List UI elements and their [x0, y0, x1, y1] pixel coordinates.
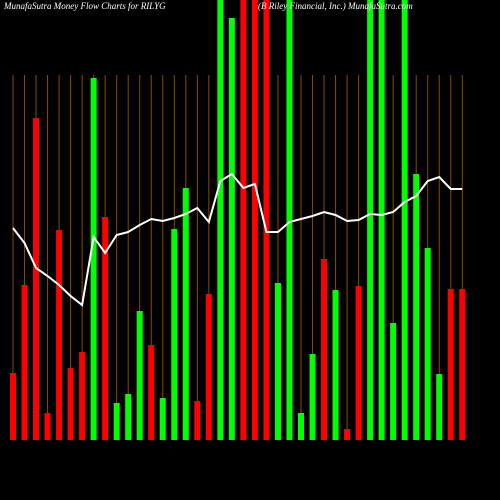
bar [148, 345, 155, 440]
bar [240, 0, 247, 440]
bar [286, 0, 293, 440]
bar [217, 0, 224, 440]
bar [10, 373, 16, 440]
bar [67, 368, 74, 440]
bar [309, 354, 316, 440]
bar [251, 0, 258, 440]
bar [21, 285, 28, 440]
chart-title: MunafaSutra Money Flow Charts for RILYG [3, 1, 166, 11]
bar [344, 429, 351, 440]
bar [171, 229, 178, 440]
bar [56, 230, 63, 440]
bar [194, 401, 201, 440]
bar [321, 259, 328, 440]
bar [136, 311, 143, 440]
bar [390, 323, 397, 440]
bar [378, 0, 385, 440]
bar [79, 352, 86, 440]
bar [159, 398, 166, 440]
bar [182, 188, 189, 440]
bar [367, 0, 374, 440]
bar [459, 289, 466, 440]
bar [90, 78, 97, 440]
chart-subtitle: (B Riley Financial, Inc.) MunafaSutra.co… [258, 1, 413, 11]
bar [274, 283, 281, 440]
bar [355, 286, 362, 440]
bar [436, 374, 443, 440]
bar [332, 290, 339, 440]
bar [447, 289, 454, 440]
bar [228, 18, 235, 440]
bar [298, 413, 304, 440]
bar [205, 294, 212, 440]
bar [33, 118, 40, 440]
bar [413, 174, 420, 440]
bar [401, 0, 408, 440]
bar [102, 217, 109, 440]
bar [113, 403, 120, 440]
bar [44, 413, 51, 440]
bar [125, 394, 132, 440]
bar [263, 0, 270, 440]
bar [424, 248, 431, 440]
money-flow-line [12, 172, 463, 307]
